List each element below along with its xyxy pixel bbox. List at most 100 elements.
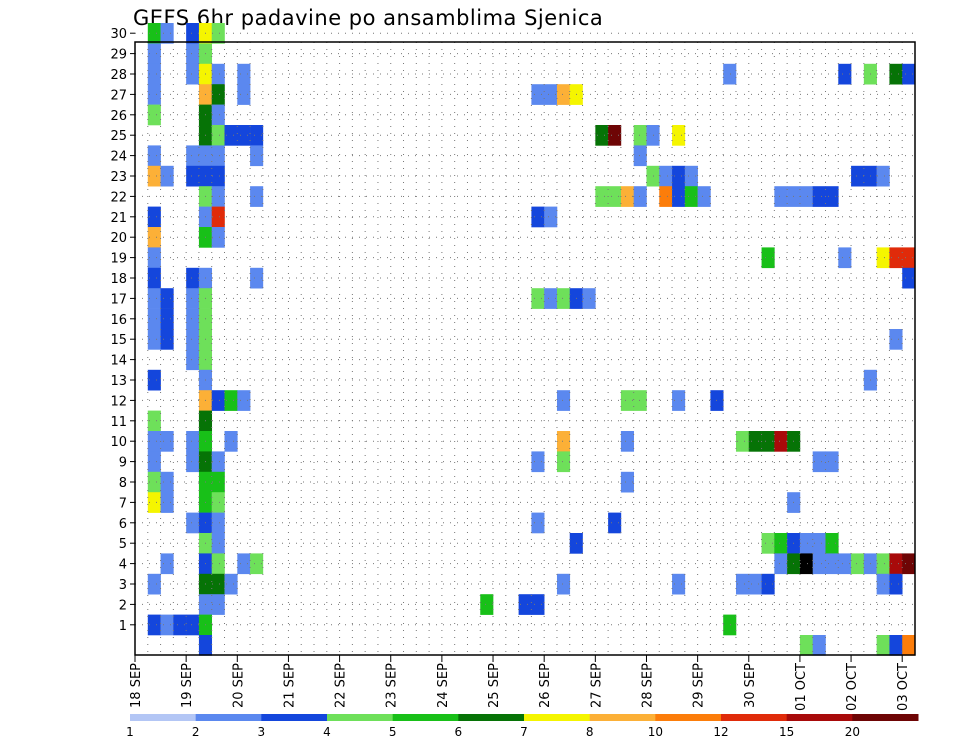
y-tick-label: 19 [110,252,127,267]
colorbar-swatch [524,714,591,721]
heatmap-cell [518,594,532,615]
heatmap-cell [799,186,814,207]
y-tick-label: 30 [110,27,127,42]
heatmap-cell [186,63,200,85]
heatmap-cell [160,308,174,330]
y-tick-label: 9 [119,456,127,471]
heatmap-cell [147,165,161,187]
heatmap-cell [556,451,571,473]
x-tick-label: 25 SEP [487,663,502,708]
heatmap-cell [198,635,213,656]
heatmap-cell [556,431,571,452]
heatmap-cell [237,125,251,146]
heatmap-cell [633,390,647,411]
heatmap-cell [633,145,647,167]
x-tick-label: 24 SEP [436,663,451,708]
heatmap-cell [902,553,916,575]
y-tick-label: 10 [110,435,127,450]
heatmap-cell [160,23,174,44]
colorbar-swatch [721,714,788,721]
heatmap-cell [812,451,826,473]
heatmap-cell [556,288,571,309]
heatmap-cell [531,84,545,105]
heatmap-cell [147,145,161,167]
heatmap-cell [211,63,225,85]
y-tick-label: 22 [110,190,127,205]
y-tick-label: 8 [119,476,127,491]
colorbar-swatch [327,714,394,721]
heatmap-cell [774,186,788,207]
colorbar-label: 7 [520,725,528,739]
heatmap-cell [147,329,161,350]
heatmap-cell [147,84,161,105]
heatmap-cell [620,431,634,452]
heatmap-cell [672,165,686,187]
heatmap-cell [544,84,558,105]
heatmap-cell [838,63,852,85]
colorbar-swatch [786,714,853,721]
y-tick-label: 20 [110,231,127,246]
heatmap-cell [531,512,545,534]
heatmap-cell [812,553,826,575]
heatmap-cell [211,84,225,105]
heatmap-cell [735,431,750,452]
heatmap-cell [774,553,788,575]
x-tick-label: 03 OCT [896,663,911,711]
heatmap-cell [684,186,698,207]
heatmap-cell [211,471,225,493]
heatmap-cell [147,471,161,493]
x-tick-label: 29 SEP [692,663,707,708]
heatmap-cell [237,84,251,105]
heatmap-cell [748,573,762,595]
heatmap-cell [812,635,826,656]
heatmap-cell [838,553,852,575]
heatmap-cell [761,533,775,554]
heatmap-cell [250,125,264,146]
y-tick-label: 5 [119,537,127,552]
heatmap-cell [480,594,494,615]
x-tick-label: 02 OCT [845,663,860,711]
heatmap-cell [211,104,225,126]
heatmap-cell [799,533,814,554]
colorbar-label: 10 [648,725,663,739]
heatmap-cell [186,329,200,350]
heatmap-cell [147,63,161,85]
y-tick-label: 1 [119,619,127,634]
y-tick-label: 25 [110,129,127,144]
heatmap-cell [186,145,200,167]
heatmap-cell [160,165,174,187]
heatmap-cell [620,390,634,411]
y-tick-label: 13 [110,374,127,389]
heatmap-cell [211,451,225,473]
heatmap-cell [147,288,161,309]
heatmap-cell [889,63,903,85]
heatmap-cell [608,512,622,534]
x-tick-label: 19 SEP [180,663,195,708]
heatmap-cell [556,390,571,411]
heatmap-cell [211,145,225,167]
colorbar-swatch [261,714,328,721]
heatmap-cell [250,145,264,167]
y-tick-label: 15 [110,333,127,348]
plot-frame [134,41,916,656]
heatmap-cell [211,573,225,595]
heatmap-cell [186,451,200,473]
colorbar-swatch [458,714,525,721]
heatmap-cell [531,288,545,309]
heatmap-cell [761,431,775,452]
colorbar-label: 3 [258,725,266,739]
heatmap-cell [211,492,225,513]
heatmap-cell [160,431,174,452]
heatmap-cell [147,206,161,228]
x-tick-label: 28 SEP [640,663,655,708]
heatmap-cell [173,614,187,636]
heatmap-cell [889,329,903,350]
heatmap-cell [186,267,200,289]
heatmap-cell [531,451,545,473]
heatmap-cell [147,410,161,432]
heatmap-cell [211,390,225,411]
heatmap-cell [633,125,647,146]
y-tick-label: 14 [110,354,127,369]
